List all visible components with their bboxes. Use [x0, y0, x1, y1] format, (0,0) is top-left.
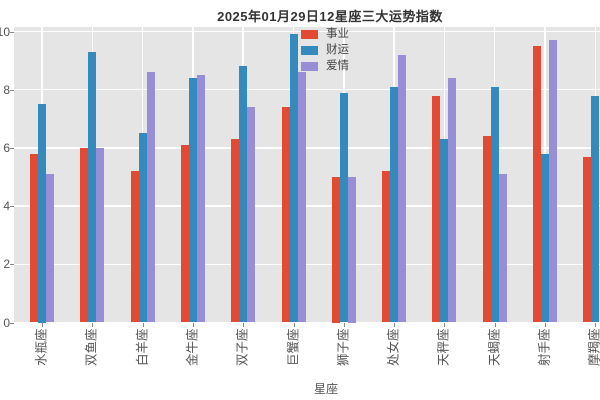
bar-爱情-天蝎座 [498, 174, 507, 323]
legend-swatch [301, 62, 318, 71]
x-tick-label: 白羊座 [135, 328, 150, 366]
bar-爱情-双鱼座 [96, 147, 105, 323]
bar-爱情-处女座 [398, 54, 407, 323]
bar-爱情-射手座 [549, 40, 557, 323]
x-tick-label: 摩羯座 [587, 328, 600, 366]
x-tick-mark [42, 323, 43, 327]
bar-事业-天秤座 [432, 95, 441, 323]
bar-财运-水瓶座 [38, 104, 46, 323]
x-tick-mark [243, 323, 245, 327]
bar-事业-金牛座 [180, 144, 189, 323]
y-tick-mark [10, 206, 14, 208]
x-tick-label: 处女座 [386, 328, 401, 366]
x-tick-mark [494, 323, 496, 327]
y-tick-label: 6 [3, 140, 10, 155]
gridline-y-6 [14, 147, 600, 149]
bar-财运-双鱼座 [88, 51, 97, 323]
bar-财运-巨蟹座 [289, 34, 298, 323]
x-tick-mark [142, 323, 144, 327]
bar-爱情-巨蟹座 [297, 72, 306, 323]
bar-事业-狮子座 [331, 177, 340, 323]
x-tick-label: 射手座 [537, 328, 552, 366]
y-tick-label: 2 [3, 257, 10, 272]
x-tick-label: 巨蟹座 [286, 328, 300, 366]
x-tick-mark [92, 323, 94, 327]
bar-事业-双鱼座 [80, 147, 89, 323]
bar-财运-射手座 [541, 153, 549, 323]
legend: 事业 财运 爱情 [301, 28, 349, 77]
bar-事业-天蝎座 [482, 136, 491, 323]
bar-财运-摩羯座 [591, 95, 600, 323]
bar-爱情-天秤座 [448, 78, 457, 323]
y-tick-mark [10, 89, 14, 91]
x-tick-mark [293, 323, 295, 327]
legend-item-事业: 事业 [301, 28, 349, 40]
bar-事业-白羊座 [130, 171, 139, 323]
y-tick-label: 0 [3, 315, 10, 330]
gridline-y-0 [14, 321, 600, 324]
bar-财运-天秤座 [440, 139, 449, 323]
x-axis-label: 星座 [313, 382, 338, 396]
bar-爱情-狮子座 [347, 177, 356, 323]
x-tick-mark [192, 323, 194, 327]
bar-事业-处女座 [382, 171, 391, 323]
x-tick-mark [545, 323, 546, 327]
gridline-y-2 [14, 263, 600, 266]
bar-财运-双子座 [239, 66, 248, 323]
bar-爱情-白羊座 [146, 72, 155, 323]
legend-label: 财运 [326, 44, 349, 56]
bar-事业-射手座 [533, 46, 541, 323]
legend-label: 事业 [326, 28, 349, 40]
bar-财运-处女座 [390, 86, 399, 323]
gridline-y-8 [14, 88, 600, 91]
x-tick-label: 双子座 [235, 328, 250, 366]
bar-财运-狮子座 [339, 92, 348, 323]
y-tick-label: 10 [0, 24, 10, 39]
gridline-y-4 [14, 205, 600, 207]
x-tick-label: 金牛座 [185, 328, 200, 366]
x-tick-mark [394, 323, 396, 327]
bar-事业-水瓶座 [30, 153, 38, 323]
legend-swatch [301, 46, 318, 55]
y-tick-label: 8 [3, 82, 10, 97]
x-tick-mark [595, 323, 597, 327]
y-tick-mark [10, 264, 14, 266]
legend-item-财运: 财运 [301, 44, 349, 56]
bar-事业-双子座 [231, 139, 240, 323]
y-tick-mark [10, 322, 14, 324]
bar-财运-天蝎座 [490, 86, 499, 323]
x-tick-mark [444, 323, 446, 327]
chart-title: 2025年01月29日12星座三大运势指数 [217, 9, 443, 24]
legend-swatch [301, 30, 318, 39]
x-tick-label: 狮子座 [336, 328, 351, 366]
bar-事业-摩羯座 [583, 156, 592, 323]
x-tick-label: 天秤座 [436, 328, 451, 366]
x-tick-mark [343, 323, 345, 327]
bar-事业-巨蟹座 [281, 107, 290, 323]
x-tick-label: 双鱼座 [84, 328, 99, 366]
x-tick-label: 天蝎座 [487, 328, 502, 366]
legend-item-爱情: 爱情 [301, 60, 349, 72]
bar-爱情-金牛座 [196, 75, 205, 323]
x-tick-label: 水瓶座 [34, 328, 49, 366]
legend-label: 爱情 [326, 60, 349, 72]
bar-爱情-双子座 [247, 107, 256, 323]
bar-爱情-水瓶座 [46, 174, 54, 323]
y-tick-mark [10, 31, 14, 33]
bar-财运-金牛座 [188, 78, 197, 323]
y-tick-label: 4 [3, 199, 10, 214]
bar-财运-白羊座 [138, 133, 147, 323]
y-tick-mark [10, 147, 14, 149]
